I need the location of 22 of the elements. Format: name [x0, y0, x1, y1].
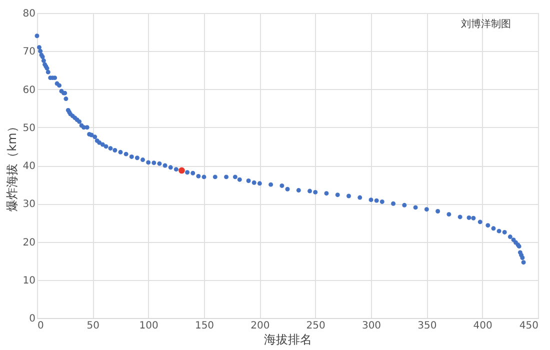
y-tick-label: 80 [22, 8, 36, 20]
x-tick-label: 250 [306, 320, 326, 332]
y-axis-title: 爆炸海拔（km） [4, 120, 19, 212]
x-tick-label: 150 [194, 320, 214, 332]
x-tick-label: 0 [38, 320, 44, 332]
x-tick-label: 200 [250, 320, 270, 332]
x-tick-label: 450 [519, 320, 538, 332]
y-tick-label: 30 [22, 199, 36, 210]
x-tick-label: 50 [86, 320, 100, 332]
y-tick-label: 50 [22, 122, 36, 134]
y-tick-label: 40 [22, 161, 36, 172]
x-tick-label: 400 [473, 320, 492, 332]
x-tick-label: 100 [139, 320, 158, 332]
y-tick-label: 10 [22, 275, 36, 286]
x-axis-title: 海拔排名 [264, 332, 312, 346]
y-tick-label: 20 [22, 237, 36, 248]
y-tick-label: 60 [22, 84, 36, 96]
y-tick-label: 70 [22, 46, 36, 58]
annotation: 刘博洋制图 [461, 18, 511, 30]
x-tick-label: 300 [362, 320, 382, 332]
y-tick-label: 0 [29, 314, 36, 324]
x-tick-label: 350 [418, 320, 437, 332]
